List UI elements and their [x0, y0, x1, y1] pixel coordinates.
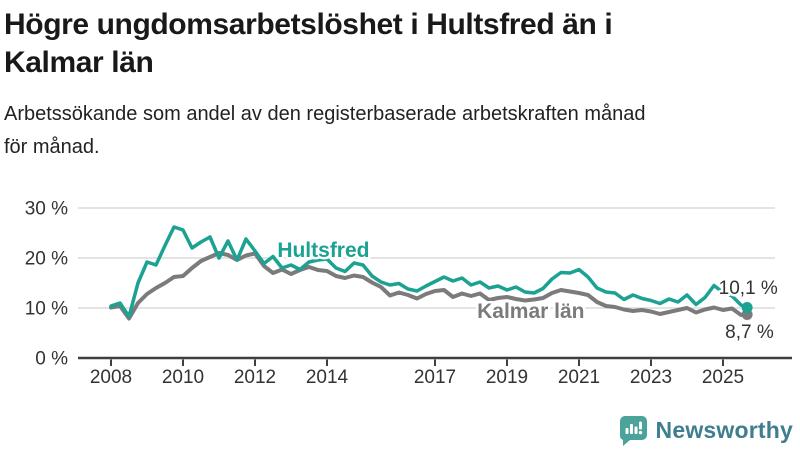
x-tick-label-2019: 2019	[486, 367, 528, 388]
annotation-kalmar-län: Kalmar län	[477, 300, 584, 323]
y-tick-label-10: 10 %	[25, 299, 68, 320]
subtitle-line-2: för månad.	[4, 136, 100, 158]
annotation-8-7-: 8,7 %	[725, 322, 774, 343]
logo-bar-chart-glyph	[625, 421, 642, 434]
y-tick-label-0: 0 %	[35, 349, 68, 370]
logo-bubble-shape	[619, 415, 647, 446]
chart-header: Högre ungdomsarbetslöshet i Hultsfred än…	[4, 6, 792, 164]
x-tick-label-2008: 2008	[90, 367, 132, 388]
x-tick-label-2025: 2025	[702, 367, 744, 388]
y-tick-label-20: 20 %	[25, 249, 68, 270]
newsworthy-logo-icon	[619, 415, 647, 446]
y-tick-label-30: 30 %	[25, 199, 68, 220]
x-tick-label-2021: 2021	[558, 367, 600, 388]
annotation-10-1-: 10,1 %	[719, 278, 778, 299]
annotation-hultsfred: Hultsfred	[277, 239, 369, 262]
title-line-1: Högre ungdomsarbetslöshet i Hultsfred än…	[4, 8, 613, 41]
series-line-hultsfred	[109, 225, 749, 319]
title-line-2: Kalmar län	[4, 46, 154, 79]
page-title: Högre ungdomsarbetslöshet i Hultsfred än…	[4, 6, 792, 82]
x-tick-label-2023: 2023	[630, 367, 672, 388]
newsworthy-logo[interactable]: Newsworthy	[619, 412, 793, 448]
x-tick-label-2012: 2012	[234, 367, 276, 388]
end-dot-hultsfred	[741, 302, 753, 313]
newsworthy-wordmark: Newsworthy	[655, 416, 793, 443]
chart-subtitle: Arbetssökande som andel av den registerb…	[4, 98, 792, 164]
x-tick-label-2010: 2010	[162, 367, 204, 388]
x-tick-label-2017: 2017	[414, 367, 456, 388]
subtitle-line-1: Arbetssökande som andel av den registerb…	[4, 103, 646, 125]
x-tick-label-2014: 2014	[306, 367, 349, 388]
